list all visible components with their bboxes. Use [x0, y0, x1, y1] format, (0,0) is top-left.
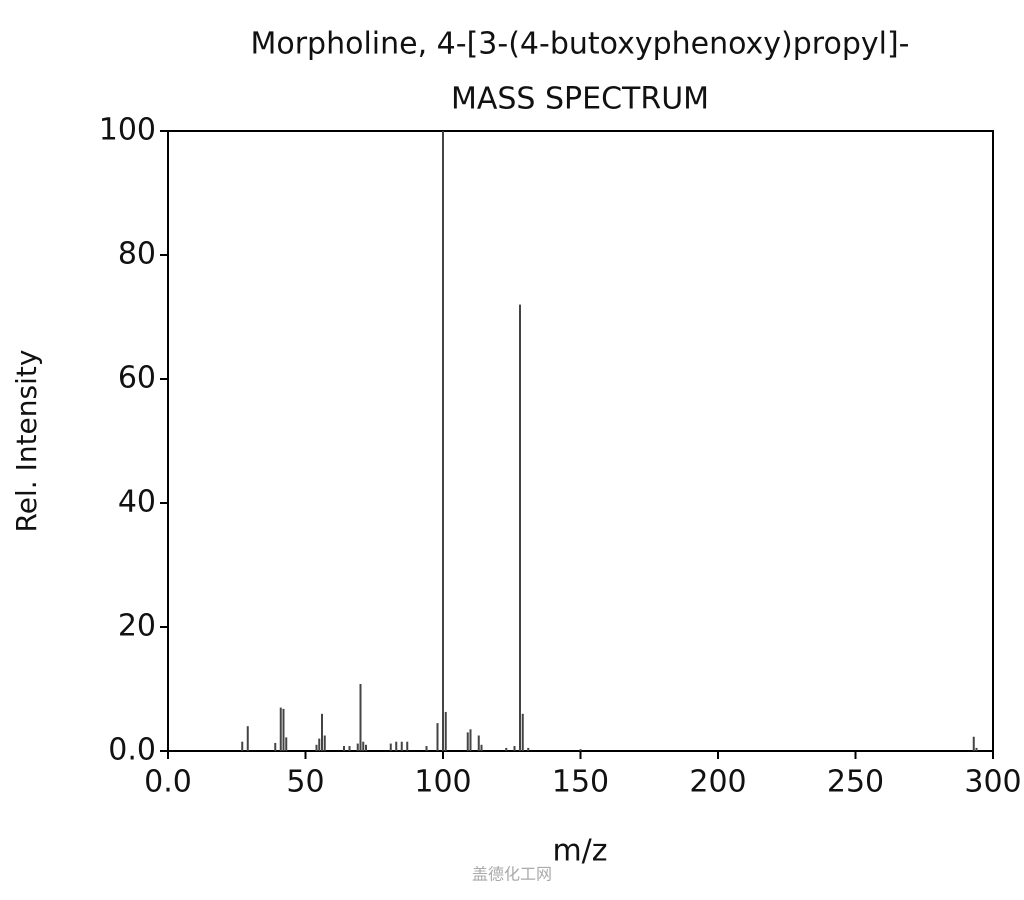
- peak: [356, 743, 359, 751]
- x-tick-label: 150: [552, 765, 609, 800]
- peak: [282, 708, 285, 751]
- peak: [519, 304, 521, 751]
- peak: [466, 732, 469, 751]
- peak: [480, 744, 483, 751]
- peak: [579, 749, 582, 751]
- y-tick-label: 60: [118, 361, 156, 396]
- y-axis-label: Rel. Intensity: [10, 350, 43, 533]
- x-tick-label: 250: [827, 765, 884, 800]
- peak: [975, 747, 978, 751]
- peak: [285, 737, 288, 751]
- peak: [365, 744, 367, 751]
- x-axis-label: m/z: [552, 834, 607, 869]
- peak: [477, 735, 480, 751]
- peak: [521, 713, 524, 751]
- x-tick-label: 100: [414, 765, 471, 800]
- y-tick-label: 80: [118, 237, 156, 272]
- x-tick-label: 50: [286, 765, 324, 800]
- peak: [318, 738, 321, 751]
- peak: [436, 723, 439, 751]
- peak: [321, 713, 323, 751]
- peak: [513, 746, 516, 751]
- y-tick-label: 100: [99, 113, 156, 148]
- peak: [323, 735, 326, 751]
- y-tick-label: 40: [118, 485, 156, 520]
- x-tick-label: 0.0: [144, 765, 192, 800]
- peak: [505, 747, 508, 751]
- peak: [389, 743, 392, 751]
- peak: [406, 741, 409, 751]
- peak: [425, 746, 428, 751]
- watermark: 盖德化工网: [472, 865, 552, 884]
- peak: [274, 742, 277, 751]
- peak: [444, 711, 447, 751]
- peak: [246, 726, 249, 751]
- x-tick-label: 200: [689, 765, 746, 800]
- peak: [527, 747, 530, 751]
- chart-subtitle: MASS SPECTRUM: [451, 82, 709, 117]
- y-tick-label: 0.0: [108, 733, 156, 768]
- peak: [395, 741, 398, 751]
- peak: [442, 131, 444, 751]
- peak: [348, 746, 351, 751]
- peak: [343, 746, 345, 751]
- peak: [469, 729, 472, 751]
- peak: [972, 736, 975, 751]
- peak: [241, 741, 244, 751]
- y-tick-label: 20: [118, 609, 156, 644]
- plot-frame: [167, 130, 994, 752]
- peak: [279, 707, 282, 751]
- chart-title: Morpholine, 4-[3-(4-butoxyphenoxy)propyl…: [250, 27, 909, 62]
- x-tick-label: 300: [964, 765, 1021, 800]
- peak: [359, 684, 362, 751]
- peak: [315, 744, 318, 751]
- peak: [362, 741, 365, 751]
- peak: [400, 741, 403, 751]
